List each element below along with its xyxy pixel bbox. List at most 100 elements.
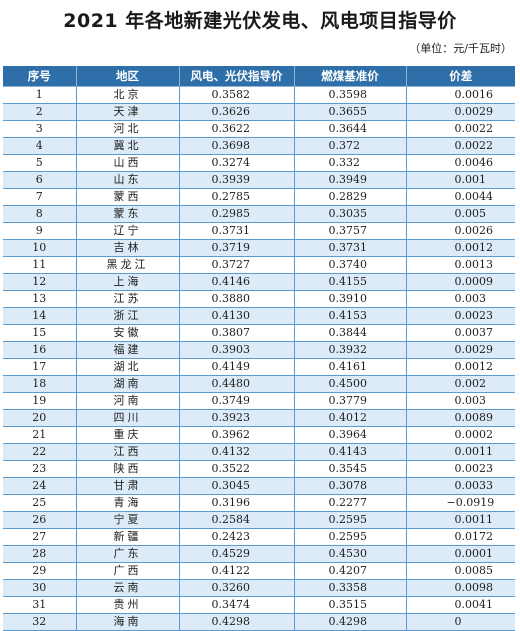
row-seq: 18 — [3, 375, 77, 393]
table-row: 32 海南 0.4298 0.4298 0 — [3, 613, 515, 631]
row-coal-price: 0.332 — [294, 154, 407, 172]
row-region: 广东 — [76, 545, 180, 563]
row-region: 上海 — [76, 273, 180, 291]
row-coal-price: 0.4155 — [294, 273, 407, 291]
table-row: 6 山东 0.3939 0.3949 0.001 — [3, 171, 515, 189]
row-diff: 0.0023 — [406, 460, 515, 478]
row-guide-price: 0.3939 — [179, 171, 295, 189]
row-region: 蒙东 — [76, 205, 180, 223]
row-seq: 23 — [3, 460, 77, 478]
row-guide-price: 0.4146 — [179, 273, 295, 291]
row-seq: 9 — [3, 222, 77, 240]
header-seq: 序号 — [3, 66, 77, 87]
row-coal-price: 0.3910 — [294, 290, 407, 308]
row-seq: 8 — [3, 205, 77, 223]
row-guide-price: 0.4122 — [179, 562, 295, 580]
table-row: 13 江苏 0.3880 0.3910 0.003 — [3, 290, 515, 308]
table-row: 23 陕西 0.3522 0.3545 0.0023 — [3, 460, 515, 478]
row-region: 贵州 — [76, 596, 180, 614]
table-row: 12 上海 0.4146 0.4155 0.0009 — [3, 273, 515, 291]
row-guide-price: 0.2785 — [179, 188, 295, 206]
row-coal-price: 0.3740 — [294, 256, 407, 274]
row-region: 海南 — [76, 613, 180, 631]
row-guide-price: 0.3727 — [179, 256, 295, 274]
row-diff: 0.005 — [406, 205, 515, 223]
row-guide-price: 0.3045 — [179, 477, 295, 495]
row-coal-price: 0.4530 — [294, 545, 407, 563]
row-coal-price: 0.3949 — [294, 171, 407, 189]
row-seq: 25 — [3, 494, 77, 512]
table-row: 14 浙江 0.4130 0.4153 0.0023 — [3, 307, 515, 325]
row-guide-price: 0.3731 — [179, 222, 295, 240]
row-region: 江苏 — [76, 290, 180, 308]
row-region: 福建 — [76, 341, 180, 359]
row-region: 辽宁 — [76, 222, 180, 240]
row-guide-price: 0.2423 — [179, 528, 295, 546]
row-guide-price: 0.3626 — [179, 103, 295, 121]
row-diff: 0.0033 — [406, 477, 515, 495]
row-coal-price: 0.3731 — [294, 239, 407, 257]
row-diff: 0.0046 — [406, 154, 515, 172]
table-row: 30 云南 0.3260 0.3358 0.0098 — [3, 579, 515, 597]
row-diff: 0.0023 — [406, 307, 515, 325]
header-guide-price: 风电、光伏指导价 — [179, 66, 295, 87]
row-diff: 0.0002 — [406, 426, 515, 444]
row-guide-price: 0.3522 — [179, 460, 295, 478]
row-seq: 6 — [3, 171, 77, 189]
row-guide-price: 0.3582 — [179, 86, 295, 104]
row-diff: 0.0026 — [406, 222, 515, 240]
row-guide-price: 0.3474 — [179, 596, 295, 614]
row-guide-price: 0.3962 — [179, 426, 295, 444]
row-seq: 24 — [3, 477, 77, 495]
row-region: 黑龙江 — [76, 256, 180, 274]
row-diff: 0.0011 — [406, 511, 515, 529]
row-diff: 0.0098 — [406, 579, 515, 597]
row-region: 广西 — [76, 562, 180, 580]
row-diff: 0.0022 — [406, 137, 515, 155]
row-seq: 14 — [3, 307, 77, 325]
row-seq: 27 — [3, 528, 77, 546]
row-guide-price: 0.4529 — [179, 545, 295, 563]
row-guide-price: 0.3880 — [179, 290, 295, 308]
table-row: 27 新疆 0.2423 0.2595 0.0172 — [3, 528, 515, 546]
row-guide-price: 0.3719 — [179, 239, 295, 257]
table-row: 4 冀北 0.3698 0.372 0.0022 — [3, 137, 515, 155]
table-row: 10 吉林 0.3719 0.3731 0.0012 — [3, 239, 515, 257]
table-row: 28 广东 0.4529 0.4530 0.0001 — [3, 545, 515, 563]
row-diff: 0.0009 — [406, 273, 515, 291]
table-row: 31 贵州 0.3474 0.3515 0.0041 — [3, 596, 515, 614]
table-row: 26 宁夏 0.2584 0.2595 0.0011 — [3, 511, 515, 529]
table-row: 21 重庆 0.3962 0.3964 0.0002 — [3, 426, 515, 444]
row-diff: 0.0037 — [406, 324, 515, 342]
row-guide-price: 0.4130 — [179, 307, 295, 325]
row-coal-price: 0.2595 — [294, 511, 407, 529]
row-coal-price: 0.4153 — [294, 307, 407, 325]
row-seq: 12 — [3, 273, 77, 291]
row-seq: 31 — [3, 596, 77, 614]
row-coal-price: 0.3655 — [294, 103, 407, 121]
row-region: 新疆 — [76, 528, 180, 546]
row-diff: 0.003 — [406, 290, 515, 308]
row-diff: 0.0089 — [406, 409, 515, 427]
table-row: 1 北京 0.3582 0.3598 0.0016 — [3, 86, 515, 104]
row-coal-price: 0.3078 — [294, 477, 407, 495]
row-seq: 11 — [3, 256, 77, 274]
table-row: 25 青海 0.3196 0.2277 −0.0919 — [3, 494, 515, 512]
row-region: 吉林 — [76, 239, 180, 257]
row-diff: 0 — [406, 613, 515, 631]
row-seq: 30 — [3, 579, 77, 597]
row-diff: 0.0012 — [406, 358, 515, 376]
row-region: 江西 — [76, 443, 180, 461]
row-seq: 17 — [3, 358, 77, 376]
table-row: 22 江西 0.4132 0.4143 0.0011 — [3, 443, 515, 461]
row-seq: 29 — [3, 562, 77, 580]
row-guide-price: 0.3196 — [179, 494, 295, 512]
row-seq: 22 — [3, 443, 77, 461]
row-region: 山西 — [76, 154, 180, 172]
row-seq: 2 — [3, 103, 77, 121]
row-seq: 7 — [3, 188, 77, 206]
table-row: 11 黑龙江 0.3727 0.3740 0.0013 — [3, 256, 515, 274]
row-seq: 13 — [3, 290, 77, 308]
row-coal-price: 0.3545 — [294, 460, 407, 478]
